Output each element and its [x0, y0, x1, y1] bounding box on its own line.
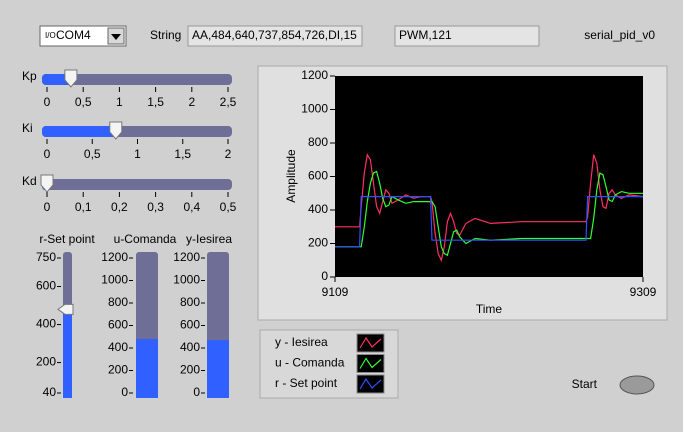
- slider-tick-label: 0,5: [220, 200, 237, 214]
- gauge-tick-label: 200: [108, 363, 128, 377]
- y-tick-label: 600: [308, 169, 328, 183]
- slider-tick-label: 1,5: [147, 95, 164, 109]
- gauge-tick-label: 1200: [101, 250, 128, 264]
- gauge-tick-label: 800: [108, 295, 128, 309]
- gauge-tick-label: 400: [36, 317, 56, 331]
- y-tick-label: 400: [308, 202, 328, 216]
- slider-tick-label: 0,5: [84, 147, 101, 161]
- gauge-label: u-Comanda: [114, 232, 177, 246]
- slider-tick-label: 0: [44, 95, 51, 109]
- pwm-box: [394, 25, 540, 47]
- gauge-tick-label: 200: [180, 363, 200, 377]
- gauge-fill: [207, 340, 229, 398]
- y-axis-label: Amplitude: [284, 149, 298, 203]
- start-toggle[interactable]: [619, 375, 655, 395]
- legend-label: y - Iesirea: [275, 335, 328, 349]
- legend-swatch-box: [356, 374, 385, 394]
- slider-track: [42, 74, 232, 85]
- x-tick-label: 9309: [630, 285, 657, 299]
- legend-swatch-box: [356, 354, 385, 373]
- gauge-label: r-Set point: [39, 232, 95, 246]
- slider-thumb[interactable]: [109, 121, 123, 140]
- gauge-tick-label: 40: [43, 385, 57, 399]
- legend-swatch: [359, 377, 382, 390]
- slider-label: Kp: [22, 69, 37, 83]
- slider-tick-label: 0,1: [75, 200, 92, 214]
- string-label: String: [150, 28, 181, 42]
- gauge-tick-label: 0: [193, 385, 200, 399]
- gauge-tick-label: 600: [36, 279, 56, 293]
- gauge-fill: [136, 339, 158, 398]
- gauge-tick-label: 1000: [101, 273, 128, 287]
- gauge-fill: [63, 309, 72, 398]
- slider-tick-label: 2,5: [220, 95, 237, 109]
- y-tick-label: 200: [308, 236, 328, 250]
- port-value[interactable]: COM4: [56, 28, 91, 42]
- slider-thumb[interactable]: [64, 69, 78, 88]
- y-tick-label: 800: [308, 135, 328, 149]
- gauge-tick-label: 750: [36, 250, 56, 264]
- gauge-tick-label: 400: [180, 340, 200, 354]
- gauge-tick-label: 0: [121, 385, 128, 399]
- gauge-tick-label: 200: [36, 355, 56, 369]
- slider-tick-label: 1: [134, 147, 141, 161]
- slider-fill: [42, 126, 116, 137]
- io-icon: I/O: [45, 31, 56, 40]
- slider-tick-label: 0: [44, 200, 51, 214]
- y-tick-label: 1200: [301, 68, 328, 82]
- slider-tick-label: 1,5: [174, 147, 191, 161]
- slider-tick-label: 0,5: [75, 95, 92, 109]
- gauge-tick-label: 600: [108, 318, 128, 332]
- slider-label: Ki: [22, 121, 33, 135]
- port-box[interactable]: [39, 25, 127, 47]
- plot-area: [335, 76, 643, 277]
- slider-tick-label: 0,4: [183, 200, 200, 214]
- series-line: [335, 196, 643, 248]
- gauge-label: y-Iesirea: [186, 232, 232, 246]
- slider-tick-label: 0,3: [147, 200, 164, 214]
- gauge-tick-label: 1000: [173, 273, 200, 287]
- slider-tick-label: 0: [44, 147, 51, 161]
- string-box: [187, 25, 363, 47]
- slider-tick-label: 1: [116, 95, 123, 109]
- start-label: Start: [572, 377, 598, 391]
- y-tick-label: 0: [321, 269, 328, 283]
- series-line: [335, 153, 644, 263]
- gauge-tick-label: 400: [108, 340, 128, 354]
- dropdown-arrow: [111, 34, 121, 40]
- string-value: AA,484,640,737,854,726,DI,15: [192, 28, 357, 42]
- slider-tick-label: 2: [188, 95, 195, 109]
- legend-swatch: [359, 336, 382, 349]
- x-tick-label: 9109: [322, 285, 349, 299]
- x-axis-label: Time: [476, 302, 503, 316]
- slider-tick-label: 0,2: [111, 200, 128, 214]
- gauge-tick-label: 800: [180, 295, 200, 309]
- y-tick-label: 1000: [301, 102, 328, 116]
- slider-track: [42, 179, 232, 190]
- gauge-tick-label: 1200: [173, 250, 200, 264]
- vi-title: serial_pid_v0: [584, 28, 655, 42]
- slider-fill: [42, 74, 71, 85]
- pwm-value: PWM,121: [399, 28, 452, 42]
- legend-swatch-box: [356, 333, 385, 353]
- legend-label: u - Comanda: [275, 356, 345, 370]
- legend-label: r - Set point: [275, 376, 338, 390]
- gauge-tick-label: 600: [180, 318, 200, 332]
- legend-swatch: [359, 357, 382, 369]
- gauge-thumb[interactable]: [57, 303, 74, 315]
- slider-thumb[interactable]: [40, 174, 54, 193]
- series-line: [335, 170, 643, 257]
- slider-tick-label: 2: [225, 147, 232, 161]
- slider-label: Kd: [22, 174, 37, 188]
